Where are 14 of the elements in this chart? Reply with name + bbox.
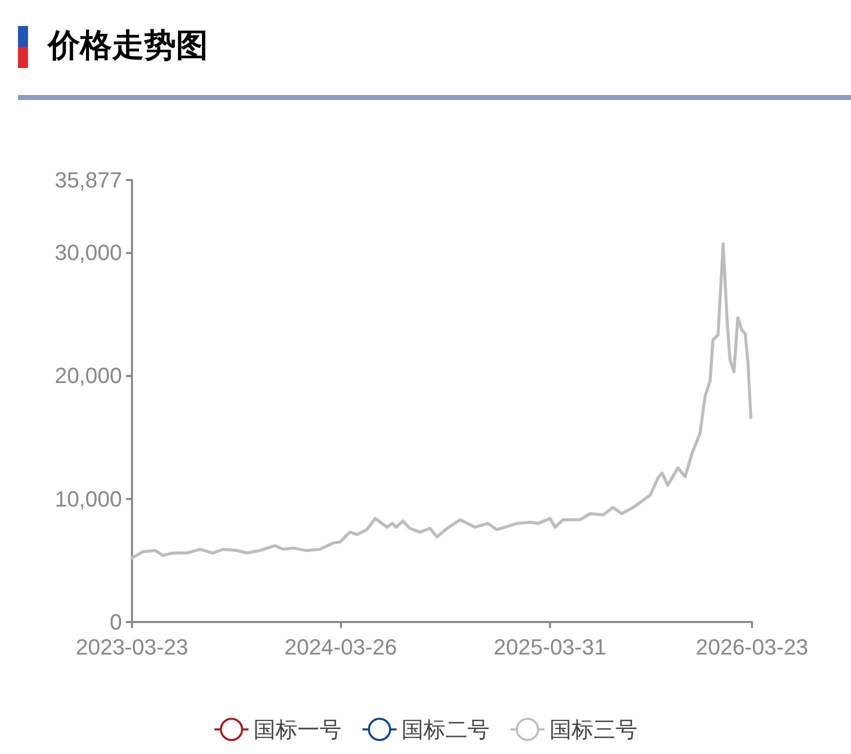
x-tick-label: 2026-03-23 (696, 634, 808, 660)
y-tick-label: 20,000 (54, 363, 122, 388)
legend-label: 国标三号 (550, 716, 638, 742)
chart-title: 价格走势图 (48, 25, 208, 66)
legend-label: 国标二号 (402, 716, 490, 742)
line-series (130, 242, 752, 560)
legend-label: 国标一号 (254, 716, 342, 742)
y-tick-label: 0 (110, 610, 122, 634)
x-tick-label: 2024-03-26 (284, 634, 398, 660)
x-tick-label: 2025-03-31 (494, 634, 606, 660)
y-tick-label: 30,000 (54, 240, 122, 265)
y-tick-label: 10,000 (54, 486, 122, 512)
y-tick-label: 35,877 (54, 168, 122, 192)
x-tick-label: 2023-03-23 (76, 634, 188, 660)
